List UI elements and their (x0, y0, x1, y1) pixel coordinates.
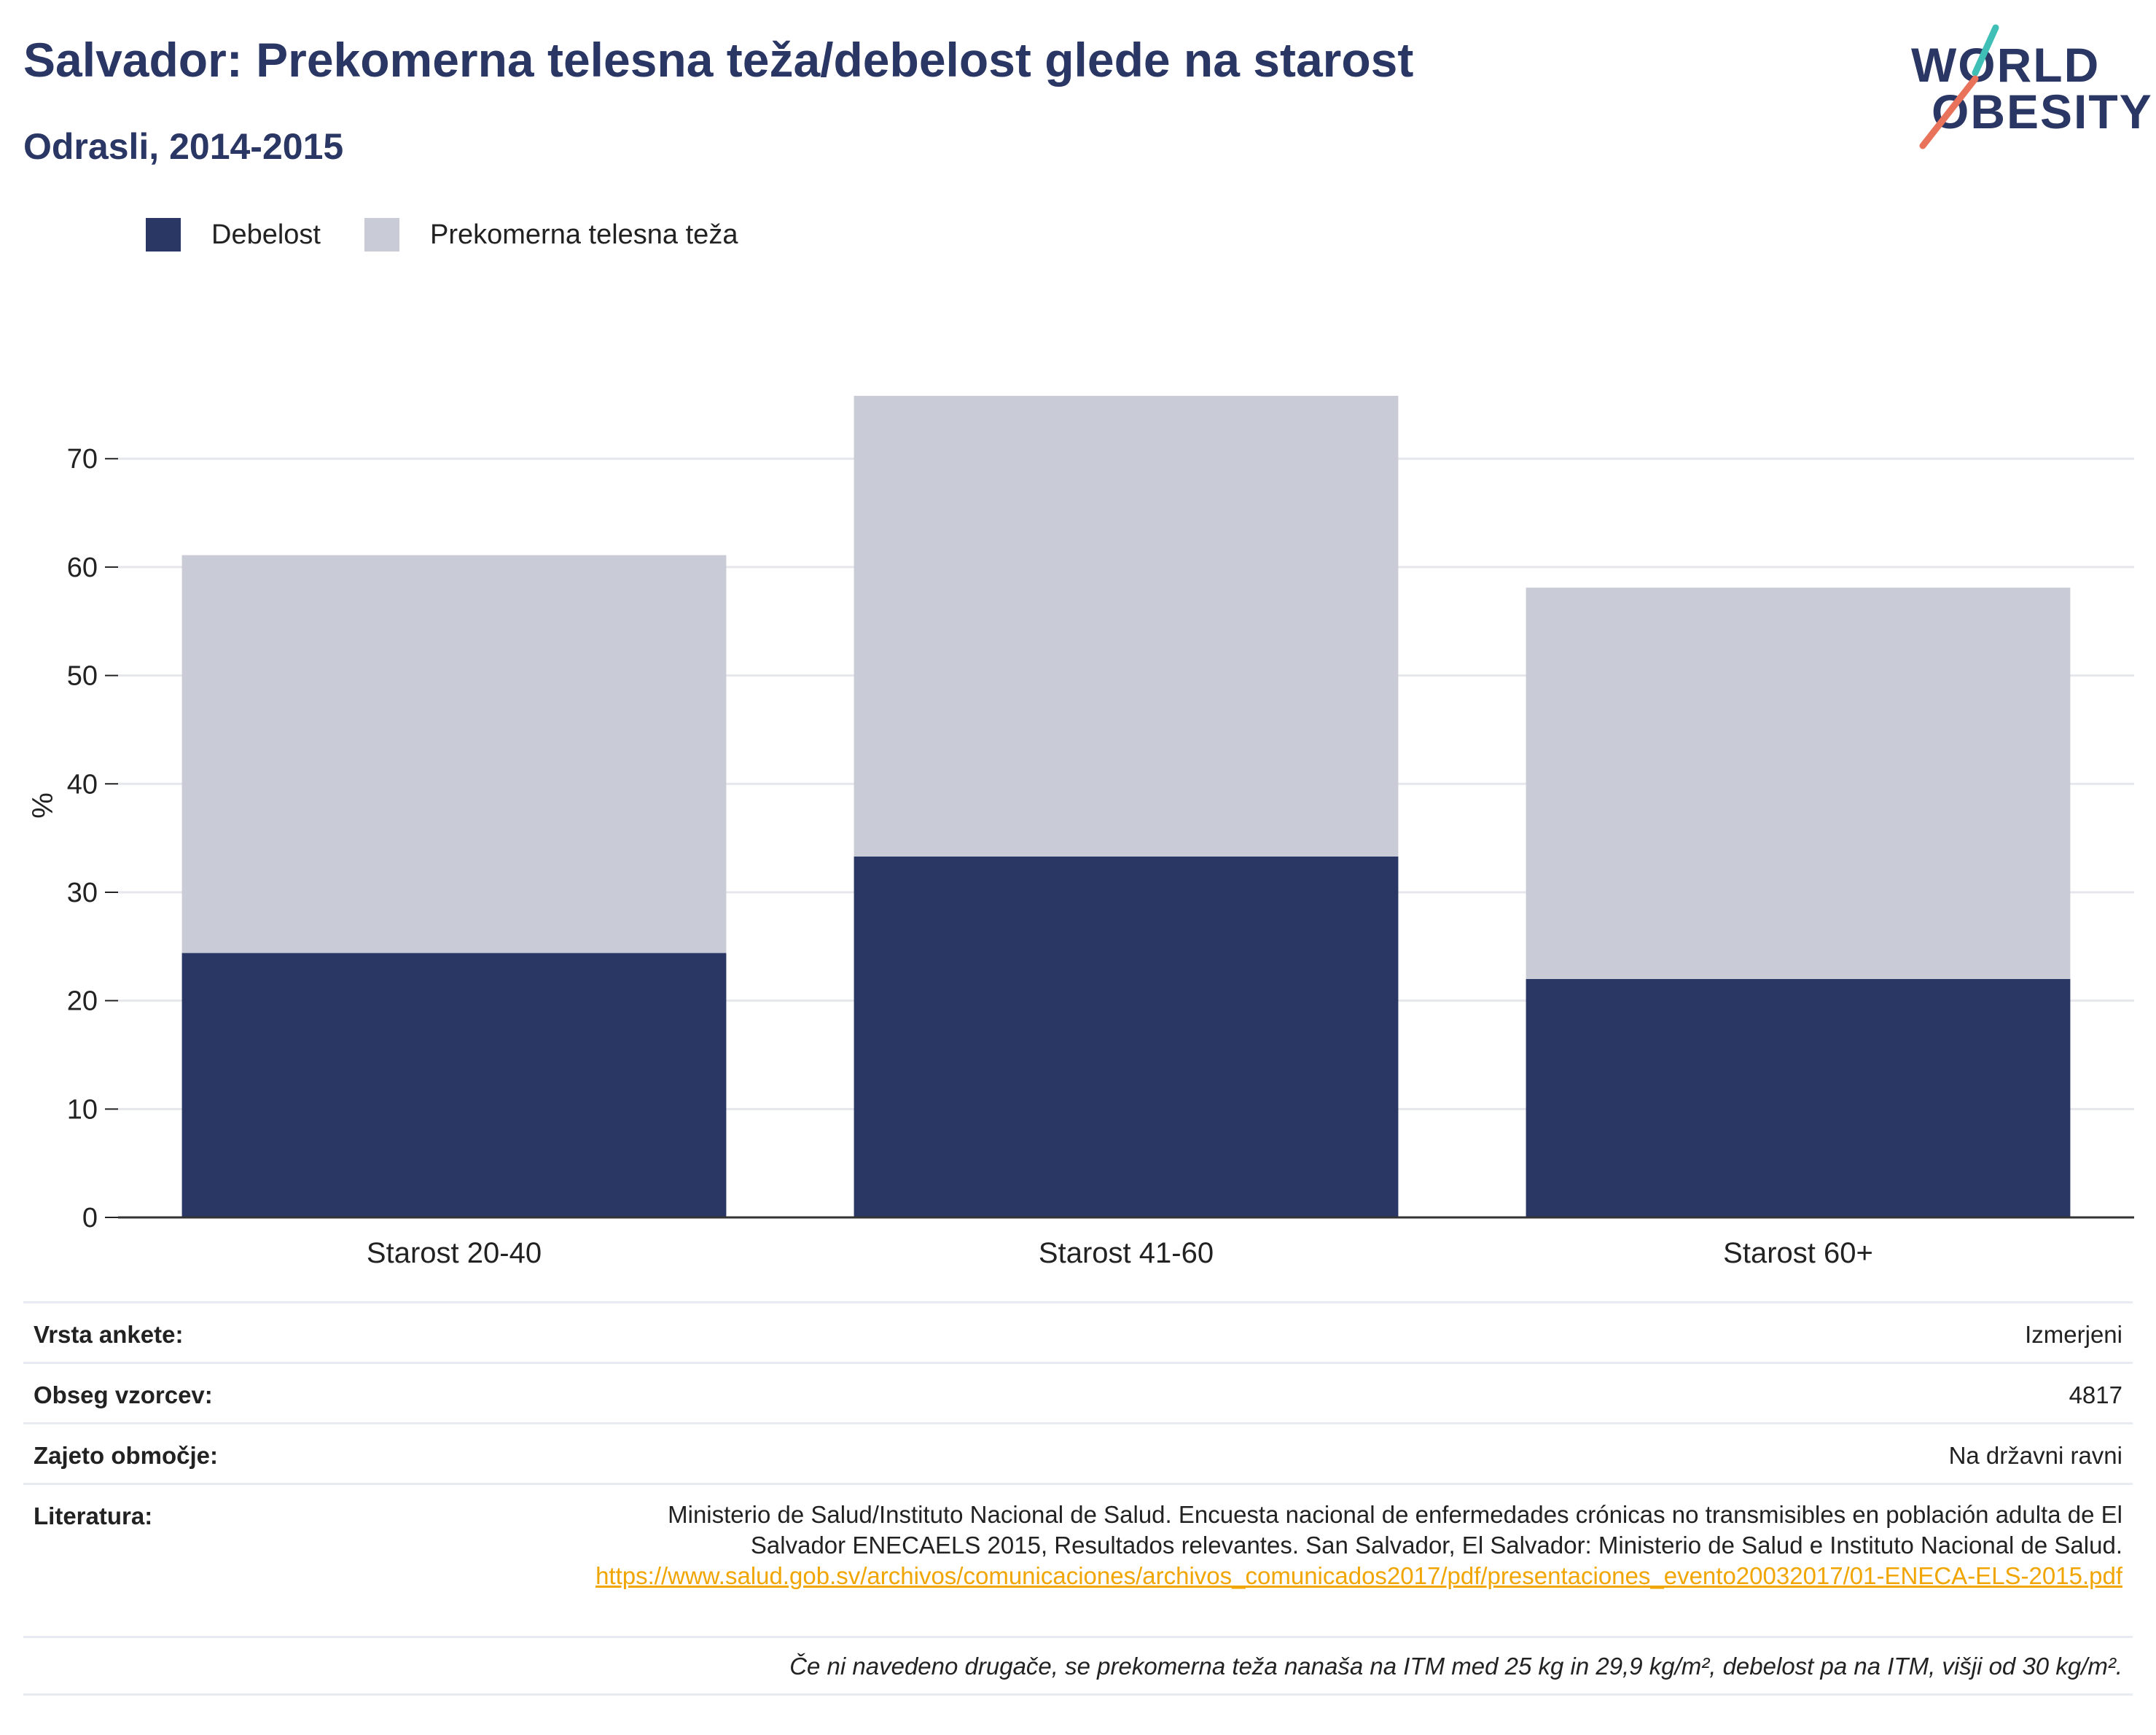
chart-subtitle: Odrasli, 2014-2015 (23, 126, 344, 167)
bar-debelost-2 (854, 856, 1399, 1217)
y-tick-label: 50 (67, 661, 98, 692)
note-text: Če ni navedeno drugače, se prekomerna te… (789, 1653, 2122, 1680)
meta-key: Obseg vzorcev: (34, 1381, 213, 1408)
chart-title: Salvador: Prekomerna telesna teža/debelo… (23, 33, 1414, 87)
y-tick-label: 20 (67, 986, 98, 1017)
meta-row-sample-size: Obseg vzorcev: 4817 (23, 1362, 2133, 1422)
logo-line-1: WORLD (1911, 38, 2101, 92)
y-axis-label: % (27, 792, 59, 819)
stacked-bar-chart: 0 10 20 30 40 50 60 70% Starost 20-40 Starost 41-… (27, 395, 2134, 1269)
meta-value: Izmerjeni (2025, 1321, 2122, 1348)
legend-label-prekomerna: Prekomerna telesna teža (430, 219, 738, 250)
bar-prekomerna-1 (181, 555, 727, 954)
meta-key: Vrsta ankete: (34, 1321, 184, 1348)
literature-link[interactable]: https://www.salud.gob.sv/archivos/comuni… (595, 1562, 2122, 1589)
bmi-definition-note: Če ni navedeno drugače, se prekomerna te… (23, 1636, 2133, 1696)
x-tick-label: Starost 41-60 (1039, 1237, 1214, 1269)
x-tick-label: Starost 20-40 (367, 1237, 542, 1269)
bar-debelost-1 (181, 953, 727, 1217)
y-tick-label: 0 (82, 1203, 98, 1233)
y-tick-label: 40 (67, 769, 98, 800)
meta-row-literature: Literatura: Ministerio de Salud/Institut… (23, 1483, 2133, 1636)
bar-prekomerna-2 (854, 395, 1399, 857)
y-tick-label: 30 (67, 878, 98, 908)
logo-line-2: OBESITY (1932, 85, 2153, 139)
meta-key: Zajeto območje: (34, 1442, 219, 1469)
literature-text: Ministerio de Salud/Instituto Nacional d… (668, 1501, 2122, 1559)
world-obesity-logo: WORLD OBESITY (1902, 20, 2152, 152)
legend-swatch-prekomerna (364, 218, 399, 252)
meta-value: 4817 (2069, 1381, 2122, 1408)
bar-debelost-3 (1526, 978, 2071, 1217)
meta-value: Na državni ravni (1948, 1442, 2122, 1469)
meta-row-coverage: Zajeto območje: Na državni ravni (23, 1422, 2133, 1483)
legend-swatch-debelost (146, 218, 181, 252)
bar-prekomerna-3 (1526, 588, 2071, 979)
y-tick-label: 10 (67, 1094, 98, 1125)
y-tick-label: 70 (67, 444, 98, 475)
legend-label-debelost: Debelost (211, 219, 321, 250)
x-tick-label: Starost 60+ (1723, 1237, 1873, 1269)
meta-key: Literatura: (34, 1502, 153, 1529)
logo-slash-icon (1919, 24, 1999, 149)
meta-row-survey-type: Vrsta ankete: Izmerjeni (23, 1301, 2133, 1362)
literature-value: Ministerio de Salud/Instituto Nacional d… (577, 1500, 2122, 1591)
y-tick-label: 60 (67, 553, 98, 583)
survey-info-table: Vrsta ankete: Izmerjeni Obseg vzorcev: 4… (23, 1301, 2133, 1696)
